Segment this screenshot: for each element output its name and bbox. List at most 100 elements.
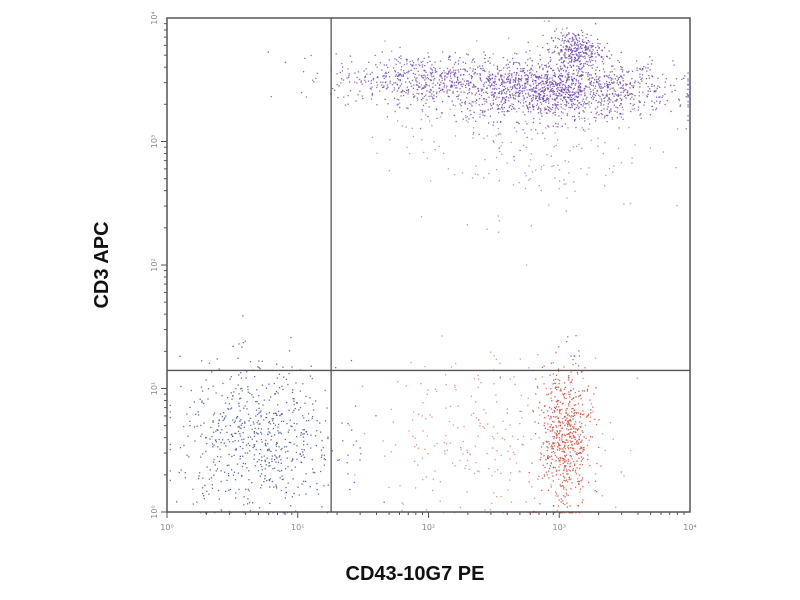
event-dot: [565, 479, 568, 481]
event-dot: [478, 419, 480, 421]
event-dot: [530, 68, 532, 70]
event-dot: [504, 114, 506, 116]
event-dot: [274, 393, 276, 395]
event-dot: [592, 49, 594, 51]
event-dot: [261, 484, 263, 486]
event-dot: [433, 141, 435, 143]
event-dot: [525, 120, 527, 123]
event-dot: [519, 102, 522, 104]
event-dot: [588, 481, 590, 484]
event-dot: [499, 84, 501, 86]
event-dot: [397, 120, 399, 122]
event-dot: [561, 94, 563, 96]
event-dot: [190, 389, 192, 392]
event-dot: [260, 438, 263, 441]
event-dot: [537, 93, 539, 95]
event-dot: [468, 102, 470, 104]
event-dot: [316, 483, 318, 485]
event-dot: [302, 451, 304, 453]
event-dot: [687, 88, 689, 91]
event-dot: [420, 84, 423, 86]
event-dot: [291, 460, 293, 462]
event-dot: [564, 123, 566, 125]
event-dot: [402, 94, 405, 97]
event-dot: [527, 110, 530, 113]
event-dot: [374, 54, 376, 56]
event-dot: [511, 73, 513, 75]
event-dot: [586, 416, 588, 418]
event-dot: [649, 88, 651, 90]
event-dot: [551, 448, 553, 450]
event-dot: [553, 50, 556, 52]
event-dot: [558, 84, 561, 86]
event-dot: [615, 100, 617, 102]
event-dot: [503, 102, 505, 105]
event-dot: [459, 459, 461, 462]
event-dot: [490, 104, 492, 107]
event-dot: [552, 85, 554, 87]
event-dot: [247, 386, 249, 388]
event-dot: [457, 83, 460, 85]
event-dot: [253, 431, 255, 433]
event-dot: [272, 418, 274, 420]
event-dot: [489, 79, 492, 81]
event-dot: [462, 118, 464, 120]
event-dot: [446, 449, 448, 451]
event-dot: [482, 110, 484, 112]
event-dot: [487, 109, 489, 111]
event-dot: [651, 85, 653, 87]
event-dot: [480, 95, 483, 97]
event-dot: [601, 433, 604, 435]
event-dot: [498, 103, 501, 106]
event-dot: [609, 422, 611, 424]
event-dot: [439, 75, 441, 77]
event-dot: [556, 509, 558, 512]
event-dot: [501, 97, 504, 99]
event-dot: [450, 71, 452, 73]
event-dot: [424, 70, 426, 72]
event-dot: [566, 506, 568, 508]
event-dot: [590, 65, 592, 67]
event-dot: [579, 421, 581, 423]
event-dot: [479, 77, 481, 79]
event-dot: [554, 454, 556, 456]
event-dot: [423, 85, 426, 87]
event-dot: [554, 107, 557, 109]
event-dot: [576, 443, 578, 445]
event-dot: [339, 71, 341, 74]
event-dot: [237, 426, 239, 428]
event-dot: [225, 415, 227, 417]
event-dot: [575, 412, 577, 415]
event-dot: [483, 51, 485, 53]
event-dot: [562, 450, 565, 452]
event-dot: [563, 88, 565, 90]
event-dot: [266, 413, 268, 415]
event-dot: [354, 405, 357, 407]
event-dot: [565, 409, 567, 412]
event-dot: [364, 76, 366, 79]
event-dot: [248, 501, 251, 504]
event-dot: [527, 41, 529, 43]
event-dot: [419, 65, 421, 67]
event-dot: [245, 444, 248, 446]
event-dot: [385, 71, 387, 73]
event-dot: [620, 103, 622, 105]
event-dot: [601, 60, 603, 62]
event-dot: [579, 463, 581, 466]
event-dot: [288, 441, 290, 443]
event-dot: [567, 97, 570, 99]
event-dot: [495, 394, 497, 396]
event-dot: [498, 78, 500, 80]
event-dot: [245, 488, 247, 490]
event-dot: [535, 75, 537, 77]
event-dot: [608, 74, 610, 76]
event-dot: [587, 78, 590, 81]
event-dot: [540, 409, 543, 411]
event-dot: [446, 92, 448, 94]
event-dot: [551, 82, 553, 84]
event-dot: [568, 405, 570, 407]
event-dot: [573, 69, 575, 72]
event-dot: [565, 210, 567, 212]
event-dot: [502, 108, 504, 110]
event-dot: [562, 495, 565, 497]
